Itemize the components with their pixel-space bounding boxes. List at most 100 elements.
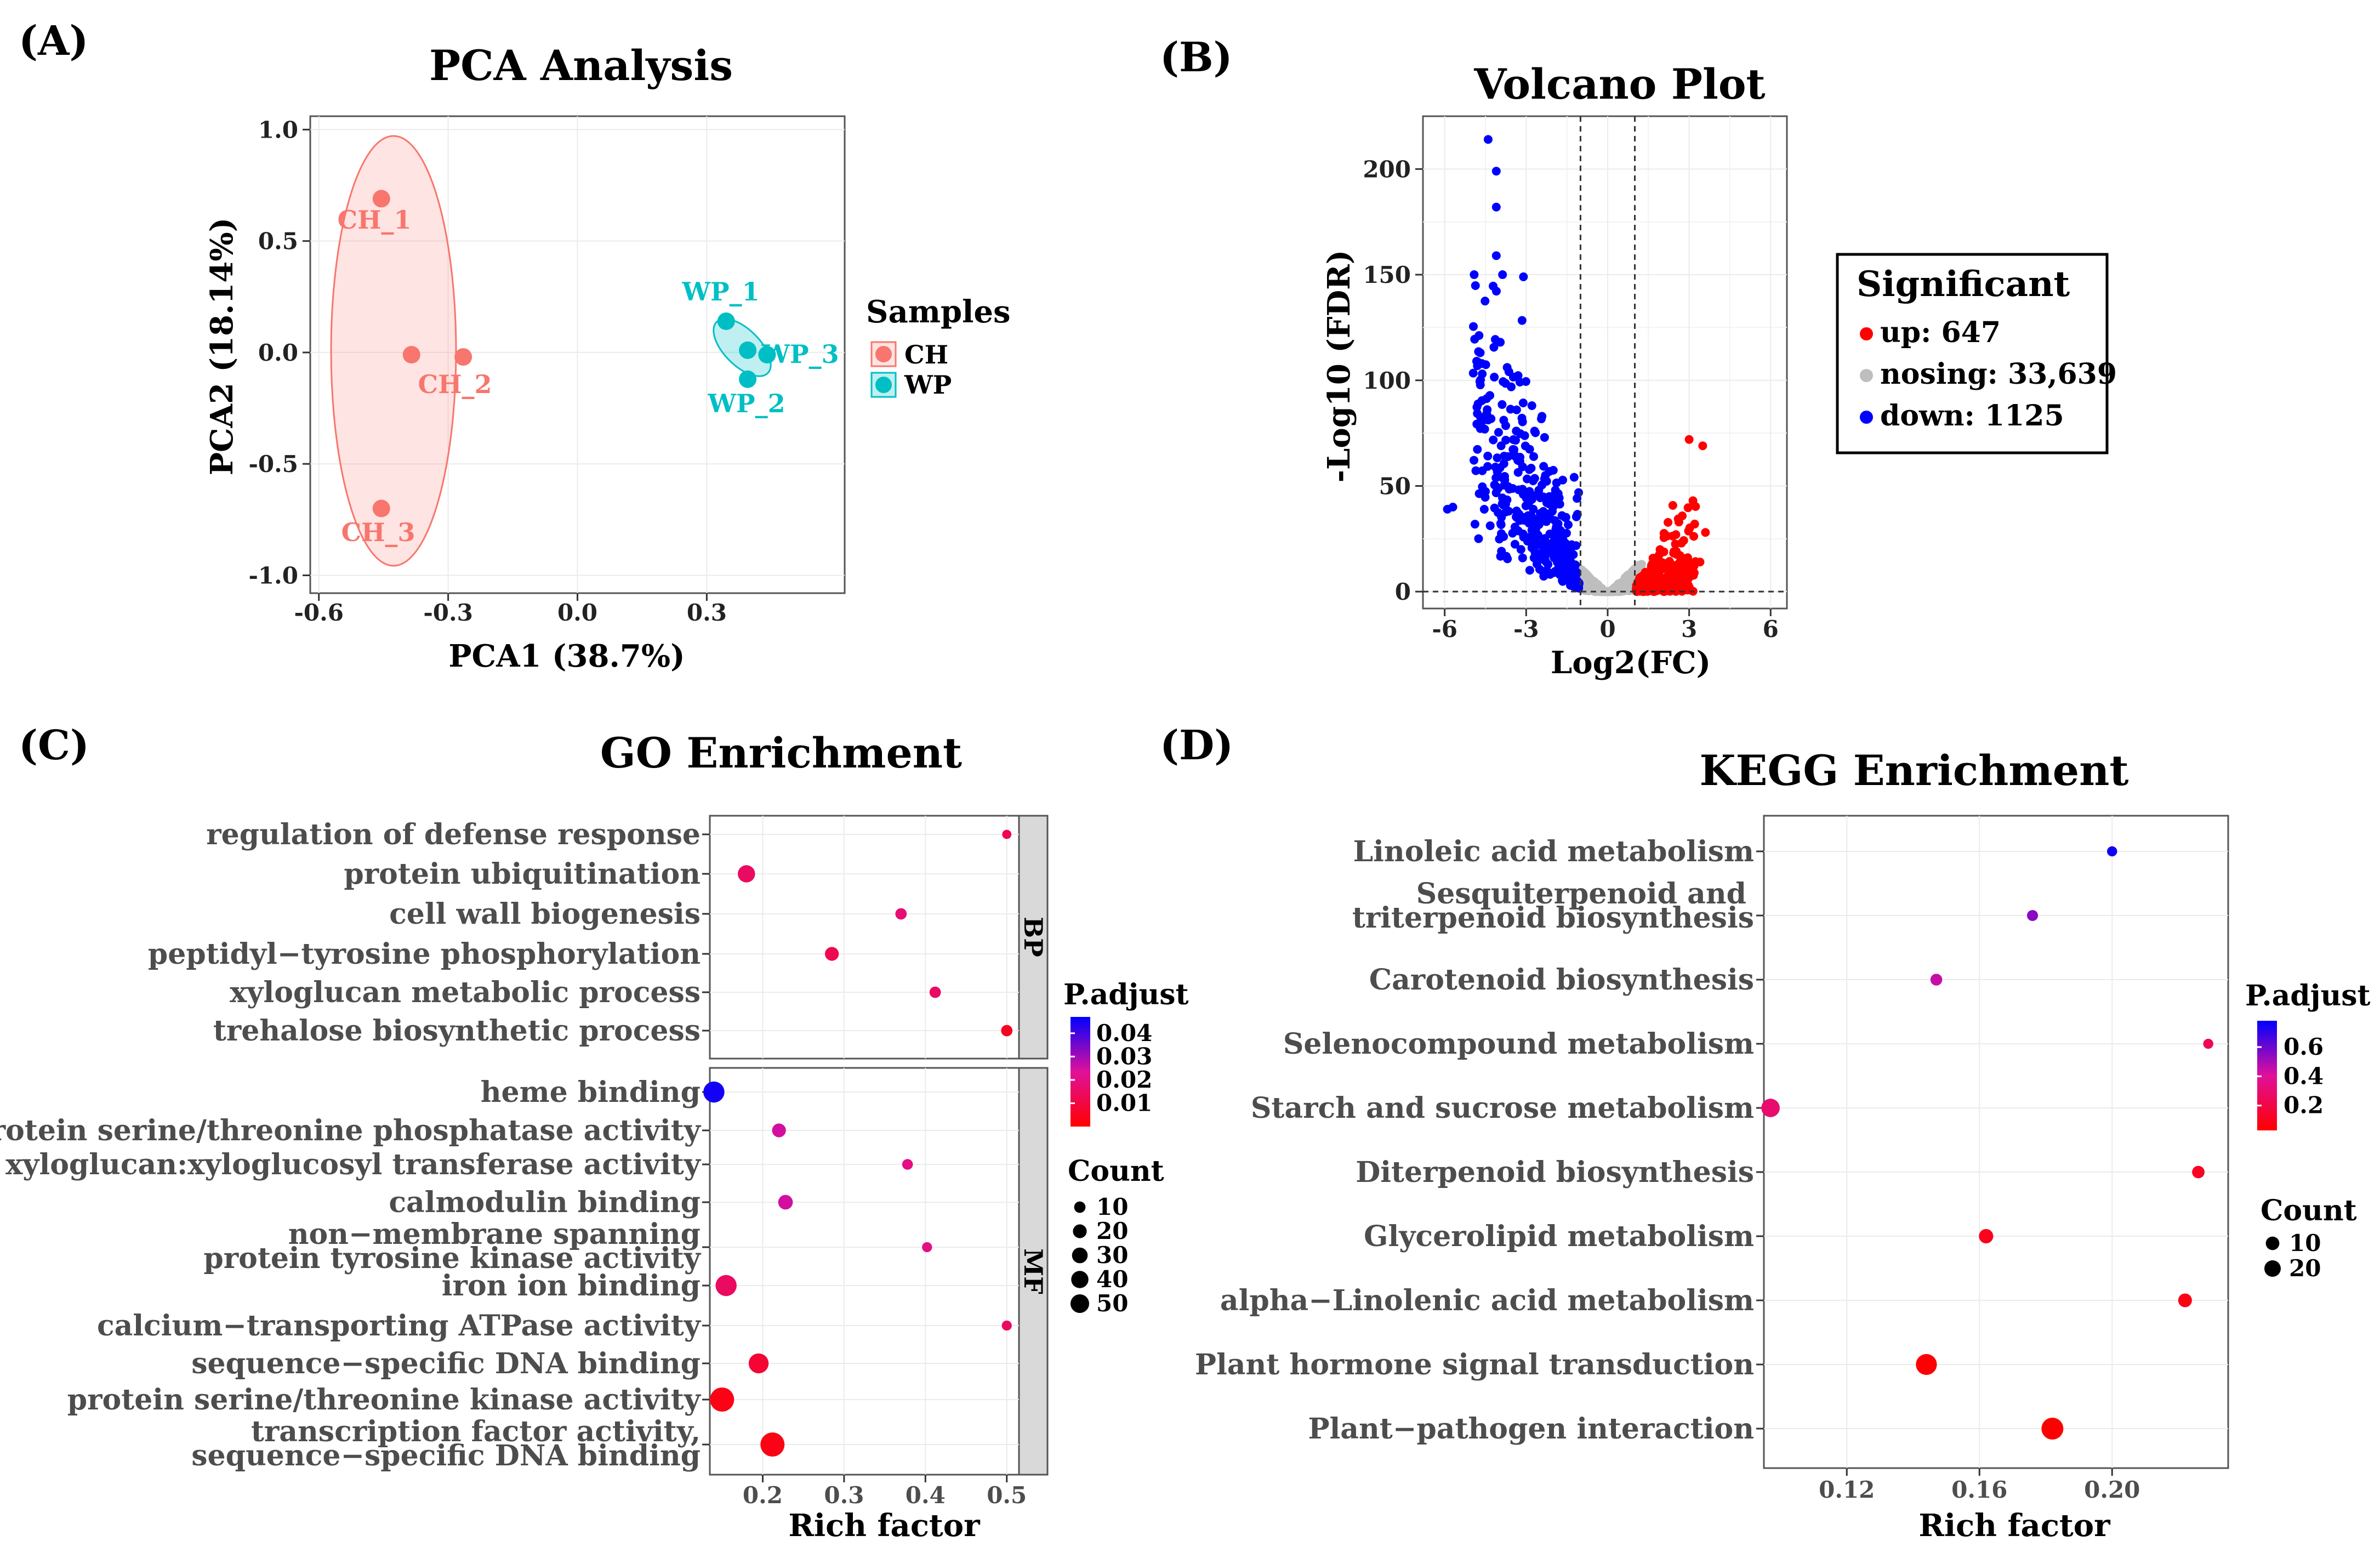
volcano-point-up <box>1668 501 1677 510</box>
volcano-point-down <box>1564 553 1574 562</box>
go-dot <box>922 1242 932 1253</box>
go-dot <box>738 865 755 883</box>
volcano-point-down <box>1520 431 1529 440</box>
go-term-label: transcription factor activity, <box>251 1415 701 1448</box>
go-term-label: non−membrane spanning <box>288 1218 701 1251</box>
go-dot <box>825 947 839 961</box>
go-color-legend: P.adjust 0.040.030.020.01 <box>1063 978 1189 1127</box>
kegg-x-axis: 0.12 0.16 0.20 <box>1819 1468 2140 1503</box>
go-size-key-dot <box>1074 1201 1086 1213</box>
volcano-point-up <box>1689 532 1699 541</box>
go-size-key-label: 10 <box>1096 1193 1128 1220</box>
volcano-legend-title: Significant <box>1857 264 2070 305</box>
go-dot <box>772 1123 786 1138</box>
volcano-point-down <box>1494 484 1503 493</box>
volcano-legend-down-dot <box>1860 411 1873 424</box>
volcano-point-down <box>1518 553 1527 562</box>
volcano-point-down <box>1513 468 1523 477</box>
pca-point-labels: CH_1 CH_2 CH_3 WP_1 WP_2 WP_3 <box>337 205 839 547</box>
volcano-point-down <box>1475 377 1484 386</box>
go-size-key-dot <box>1071 1271 1089 1288</box>
pca-y-tick-label: 0.0 <box>258 339 298 366</box>
panel-c: (C) GO Enrichment BP MF regulation of de… <box>0 722 1189 1544</box>
volcano-x-tick-label: 6 <box>1763 616 1779 642</box>
pca-x-tick-label: 0.3 <box>687 599 727 626</box>
go-color-tick-label: 0.01 <box>1096 1089 1152 1116</box>
pca-label-wp2: WP_2 <box>707 389 785 418</box>
volcano-y-tick-label: 50 <box>1379 473 1411 499</box>
volcano-point-nonsig <box>1614 579 1623 588</box>
volcano-point-down <box>1550 536 1559 545</box>
pca-x-axis: -0.6 -0.3 0.0 0.3 <box>294 593 727 626</box>
kegg-color-legend-ticks: 0.60.4 0.2 <box>2257 1033 2324 1119</box>
kegg-term-label: Glycerolipid metabolism <box>1364 1220 1754 1253</box>
volcano-point-down <box>1504 482 1513 491</box>
volcano-point-up <box>1651 587 1660 596</box>
pca-point-wp <box>758 346 776 363</box>
volcano-point-nonsig <box>1625 575 1634 584</box>
pca-legend-wp-dot <box>875 377 892 393</box>
panel-b-letter: (B) <box>1160 34 1233 81</box>
kegg-dots <box>1761 846 2213 1440</box>
pca-point-wp <box>717 312 735 331</box>
kegg-x-tick-label: 0.16 <box>1951 1476 2007 1503</box>
volcano-point-nonsig <box>1583 579 1592 588</box>
panel-d-letter: (D) <box>1160 722 1233 769</box>
go-term-label: regulation of defense response <box>206 818 701 851</box>
kegg-size-legend-title: Count <box>2261 1194 2357 1227</box>
kegg-x-tick-label: 0.20 <box>2084 1476 2140 1503</box>
go-facet-mf-label: MF <box>1018 1248 1048 1294</box>
volcano-point-down <box>1489 281 1498 291</box>
volcano-point-down <box>1498 270 1507 280</box>
volcano-point-down <box>1569 473 1579 482</box>
volcano-point-nonsig <box>1629 566 1638 576</box>
volcano-point-down <box>1536 493 1545 503</box>
kegg-dot <box>2027 909 2039 922</box>
volcano-title: Volcano Plot <box>1473 60 1765 109</box>
volcano-thresholds <box>1423 116 1787 609</box>
volcano-point-down <box>1558 528 1567 538</box>
go-term-label: sequence−specific DNA binding <box>191 1439 701 1472</box>
go-color-tick-label: 0.02 <box>1096 1066 1152 1093</box>
volcano-point-down <box>1564 520 1573 530</box>
go-facet-bp-panel <box>709 815 1020 1060</box>
volcano-point-up <box>1671 530 1681 539</box>
volcano-point-down <box>1489 435 1498 445</box>
go-term-label: calcium−transporting ATPase activity <box>97 1309 702 1343</box>
volcano-point-down <box>1521 441 1530 451</box>
volcano-point-down <box>1497 547 1506 556</box>
volcano-point-down <box>1443 504 1452 514</box>
volcano-point-down <box>1471 281 1480 291</box>
volcano-point-down <box>1491 167 1501 176</box>
volcano-point-down <box>1538 412 1547 421</box>
volcano-point-down <box>1478 369 1487 379</box>
volcano-point-up <box>1691 502 1700 511</box>
go-dot <box>895 908 907 920</box>
volcano-point-down <box>1469 322 1478 331</box>
pca-y-axis: 1.0 0.5 0.0 -0.5 -1.0 <box>248 116 310 589</box>
kegg-xlabel: Rich factor <box>1918 1508 2111 1544</box>
go-grid <box>710 816 1019 1475</box>
go-x-tick-label: 0.5 <box>987 1482 1027 1509</box>
volcano-point-down <box>1483 451 1493 460</box>
volcano-point-up <box>1670 563 1679 572</box>
go-term-label: trehalose biosynthetic process <box>213 1014 701 1048</box>
volcano-point-down <box>1470 270 1479 280</box>
pca-point-ch <box>372 499 390 518</box>
volcano-point-up <box>1683 503 1693 513</box>
go-color-tick-label: 0.03 <box>1096 1043 1152 1070</box>
go-term-label: iron ion binding <box>442 1269 701 1303</box>
volcano-point-up <box>1690 519 1699 528</box>
volcano-point-down <box>1499 501 1508 510</box>
volcano-point-down <box>1491 251 1501 260</box>
kegg-term-label: Linoleic acid metabolism <box>1353 835 1754 868</box>
volcano-point-down <box>1551 525 1561 534</box>
volcano-y-tick-label: 0 <box>1395 578 1411 605</box>
volcano-point-down <box>1541 539 1551 549</box>
go-size-legend-title: Count <box>1068 1155 1164 1188</box>
pca-point-ch <box>454 348 472 366</box>
volcano-point-down <box>1496 338 1505 347</box>
go-x-tick-label: 0.2 <box>743 1482 783 1509</box>
kegg-dot <box>2192 1165 2205 1179</box>
